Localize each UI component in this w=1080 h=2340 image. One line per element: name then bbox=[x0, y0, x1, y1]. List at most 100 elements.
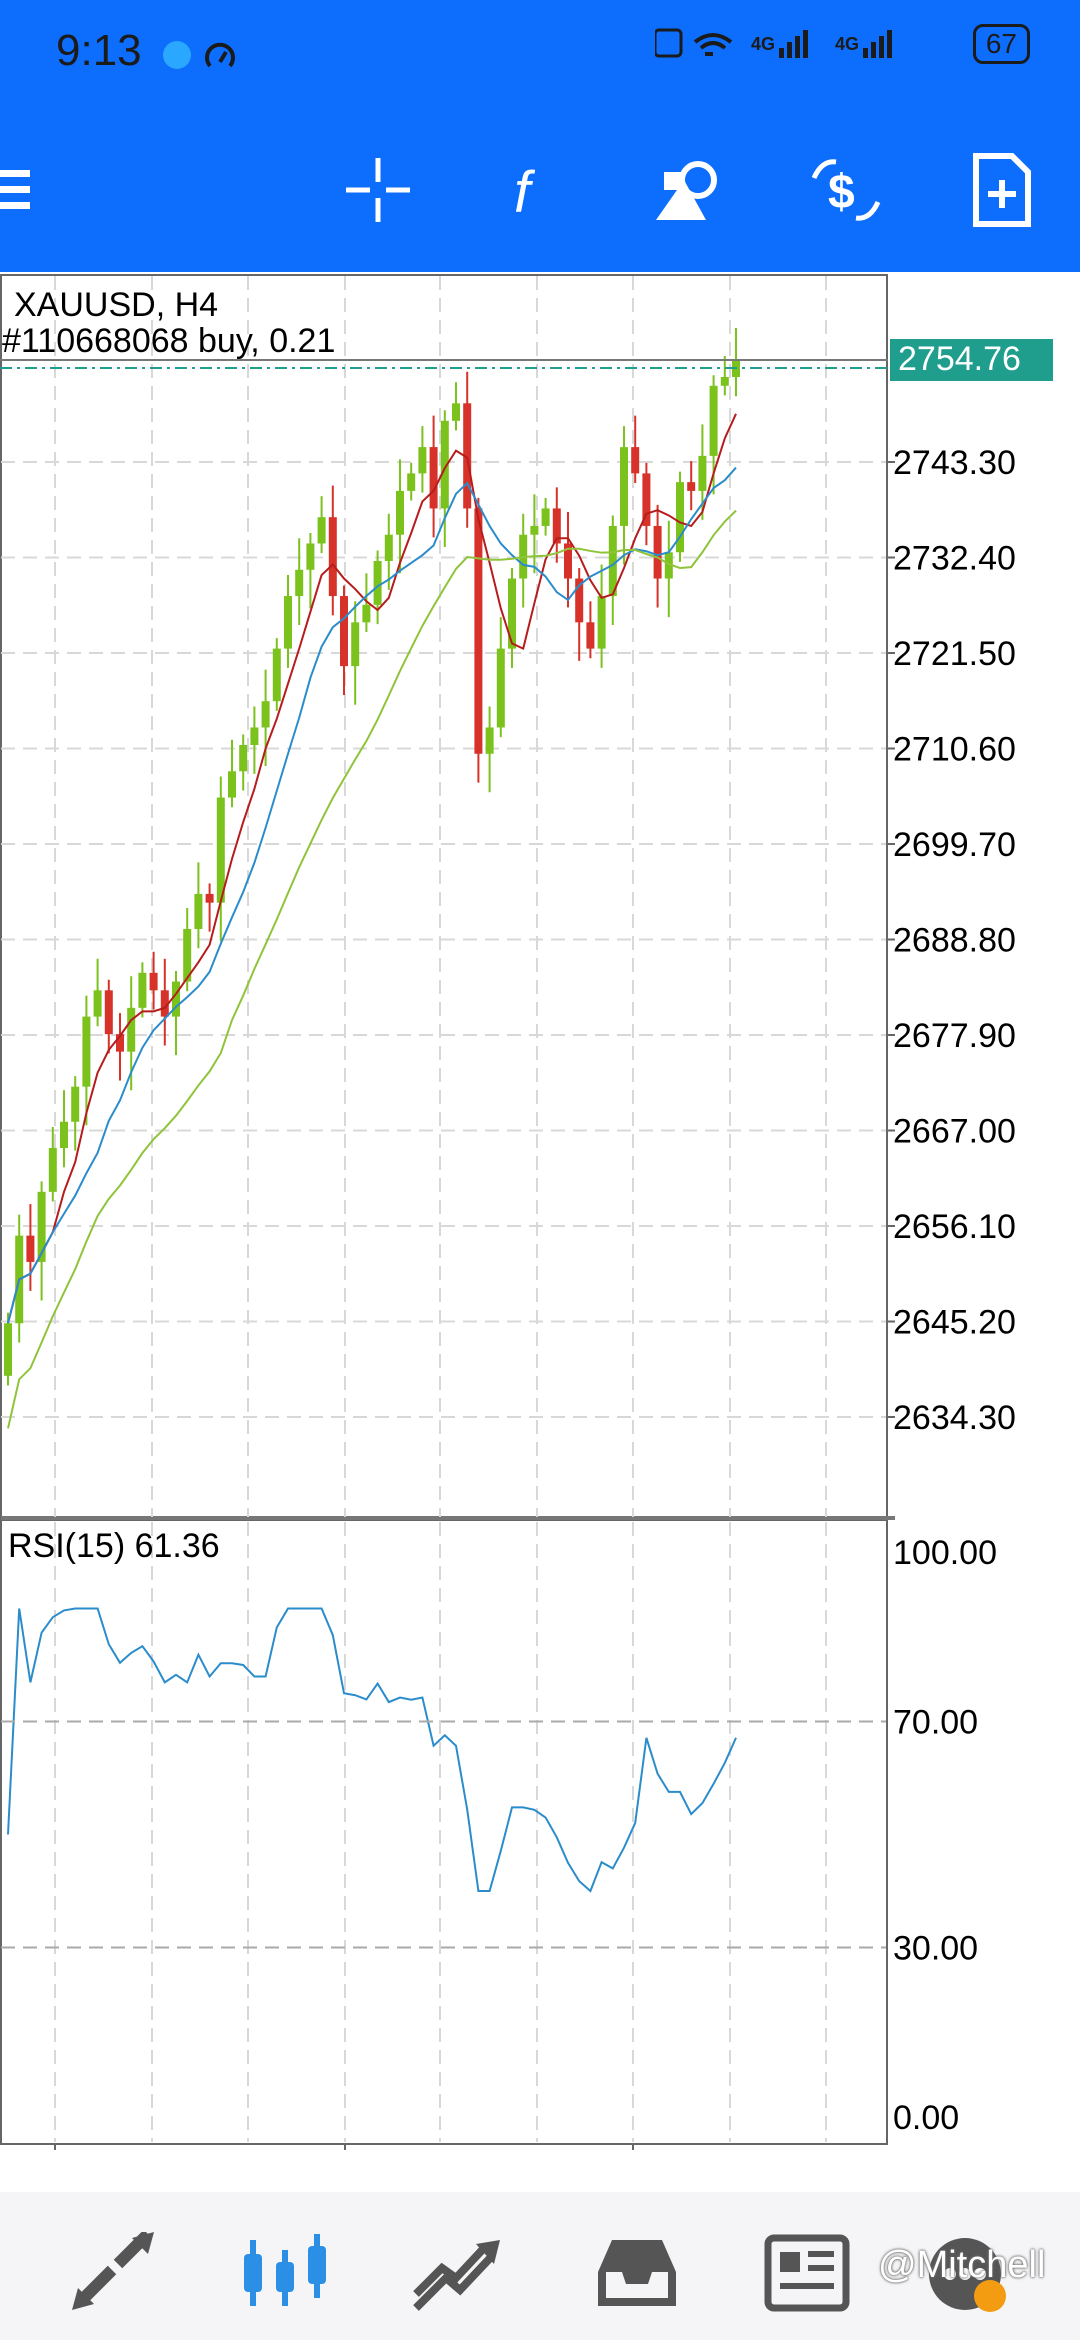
price-axis: 2743.30 2732.40 2721.50 2710.60 2699.70 2688.… bbox=[887, 444, 1016, 1437]
candle-body bbox=[597, 596, 606, 649]
chart-toolbar: f $ bbox=[0, 130, 1080, 250]
menu-icon[interactable] bbox=[0, 150, 80, 230]
svg-text:$: $ bbox=[828, 166, 855, 219]
candle-body bbox=[228, 771, 236, 798]
crosshair-icon[interactable] bbox=[338, 150, 418, 230]
bottom-nav: @Mitchell bbox=[0, 2192, 1080, 2340]
speed-icon bbox=[205, 42, 235, 68]
status-time: 9:13 bbox=[56, 26, 142, 75]
candle-body bbox=[552, 508, 561, 544]
price-tick-label: 2743.30 bbox=[893, 444, 1016, 482]
candle-body bbox=[172, 981, 180, 1017]
price-tick-label: 2721.50 bbox=[893, 635, 1016, 673]
rsi-axis: 100.00 70.00 30.00 0.00 bbox=[1, 1534, 997, 2137]
trade-nav-icon[interactable] bbox=[412, 2232, 502, 2312]
svg-text:4G: 4G bbox=[751, 34, 775, 54]
chat-bubble-icon bbox=[163, 41, 191, 69]
candle-body bbox=[127, 1007, 136, 1052]
candle-body bbox=[564, 543, 572, 579]
candle-body bbox=[429, 447, 438, 509]
candle-body bbox=[71, 1086, 80, 1122]
candle-body bbox=[373, 561, 382, 605]
news-icon[interactable] bbox=[762, 2232, 852, 2312]
candle-body bbox=[709, 385, 718, 456]
candle-body bbox=[250, 727, 259, 745]
rsi-tick-label: 70.00 bbox=[893, 1704, 978, 1742]
price-tick-label: 2710.60 bbox=[893, 731, 1016, 769]
rsi-chart-frame bbox=[0, 1519, 888, 2145]
candle-body bbox=[306, 543, 315, 570]
candle-body bbox=[575, 578, 584, 623]
new-order-icon[interactable] bbox=[962, 150, 1042, 230]
chart-icon[interactable] bbox=[240, 2232, 330, 2312]
signal-wifi-icon: 4G 4G bbox=[654, 28, 892, 58]
candle-body bbox=[205, 893, 214, 903]
candle-body bbox=[216, 797, 225, 903]
candle-body bbox=[508, 578, 516, 649]
candle-body bbox=[642, 473, 651, 526]
candle-body bbox=[26, 1235, 35, 1262]
svg-text:f: f bbox=[514, 160, 536, 225]
candle-body bbox=[384, 534, 393, 562]
status-bar: 9:13 4G 4G 67 bbox=[0, 0, 1080, 106]
candle-body bbox=[586, 622, 595, 649]
candle-body bbox=[194, 893, 203, 929]
candle-body bbox=[82, 1016, 91, 1087]
candle-body bbox=[698, 455, 707, 491]
candle-body bbox=[60, 1121, 68, 1149]
rsi-label: RSI(15) 61.36 bbox=[8, 1527, 220, 1565]
candle-body bbox=[620, 447, 628, 526]
svg-text:4G: 4G bbox=[835, 34, 859, 54]
status-notification-icons bbox=[163, 41, 235, 69]
chart-area[interactable]: 2754.76 XAUUSD, H4 #110668068 buy, 0.21 … bbox=[0, 272, 1080, 2186]
candle-body bbox=[664, 552, 673, 579]
time-axis-label: 28 Oct 01:00 bbox=[633, 2148, 828, 2150]
order-label: #110668068 buy, 0.21 bbox=[2, 322, 335, 360]
candle-body bbox=[687, 482, 696, 491]
candle-body bbox=[116, 1034, 124, 1052]
time-axis-label: 16 Oct 01:00 bbox=[55, 2148, 250, 2150]
candle-body bbox=[440, 420, 449, 509]
rsi-tick-label: 0.00 bbox=[893, 2099, 959, 2137]
price-tick-label: 2645.20 bbox=[893, 1304, 1016, 1342]
candle-body bbox=[48, 1148, 57, 1192]
price-tick-label: 2656.10 bbox=[893, 1208, 1016, 1246]
moving-averages bbox=[7, 413, 737, 1429]
objects-icon[interactable] bbox=[650, 150, 730, 230]
candle-body bbox=[496, 648, 505, 728]
rsi-indicator bbox=[7, 1607, 737, 1893]
status-icons: 4G 4G 67 bbox=[654, 24, 1030, 64]
candle-body bbox=[149, 972, 158, 991]
rsi-tick-label: 30.00 bbox=[893, 1930, 978, 1968]
candle-body bbox=[362, 604, 371, 623]
candle-body bbox=[272, 648, 281, 702]
candle-body bbox=[284, 596, 292, 649]
candle-body bbox=[160, 990, 169, 1017]
candle-body bbox=[261, 701, 270, 728]
current-price-value: 2754.76 bbox=[898, 340, 1021, 378]
indicators-icon[interactable]: f bbox=[492, 150, 572, 230]
candle-body bbox=[295, 569, 304, 597]
ma-mid-line bbox=[7, 466, 737, 1324]
quotes-icon[interactable] bbox=[70, 2232, 160, 2312]
price-chart[interactable]: 2754.76 XAUUSD, H4 #110668068 buy, 0.21 … bbox=[0, 272, 1080, 2186]
candle-body bbox=[351, 622, 360, 667]
price-tick-label: 2688.80 bbox=[893, 922, 1016, 960]
symbol-label: XAUUSD, H4 bbox=[14, 286, 218, 324]
candle-body bbox=[463, 403, 472, 509]
rsi-line bbox=[7, 1607, 737, 1893]
candle-body bbox=[4, 1323, 12, 1376]
candle-body bbox=[239, 744, 248, 772]
price-tick-label: 2634.30 bbox=[893, 1399, 1016, 1437]
candle-body bbox=[104, 990, 113, 1035]
ma-fast-line bbox=[7, 413, 737, 1324]
history-icon[interactable] bbox=[592, 2232, 682, 2312]
trade-icon[interactable]: $ bbox=[806, 150, 886, 230]
candle-body bbox=[720, 377, 729, 386]
candle-body bbox=[452, 403, 460, 421]
candle-body bbox=[407, 473, 416, 491]
messages-icon[interactable] bbox=[920, 2232, 1010, 2312]
candle-body bbox=[541, 508, 550, 526]
battery-indicator: 67 bbox=[972, 24, 1030, 64]
rsi-tick-label: 100.00 bbox=[893, 1534, 997, 1572]
